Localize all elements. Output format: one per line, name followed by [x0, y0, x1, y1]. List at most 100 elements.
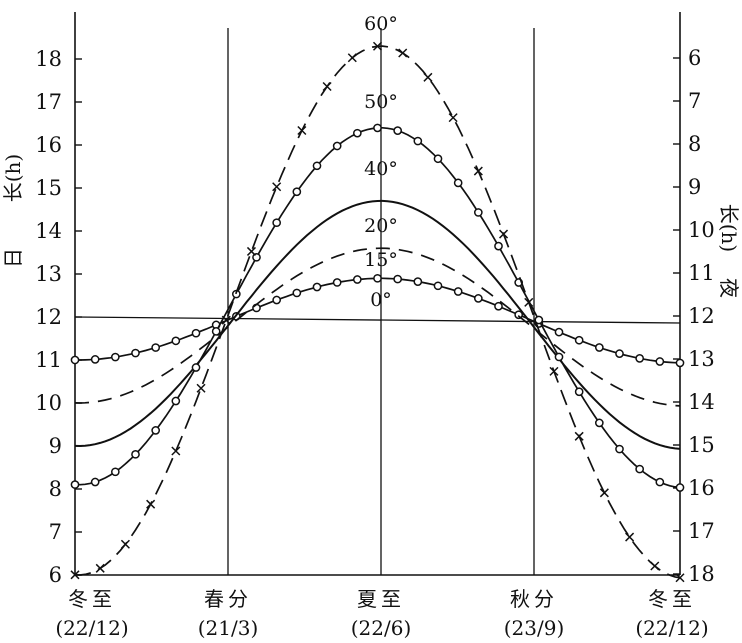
- series-point: [413, 136, 423, 146]
- right-tick-label: 7: [688, 89, 701, 113]
- series-point: [453, 287, 463, 296]
- series-point: [272, 218, 282, 228]
- series-point: [574, 335, 584, 345]
- right-tick-label: 9: [688, 175, 701, 199]
- series-point: [352, 275, 362, 284]
- series-point: [191, 328, 201, 338]
- series-point: [393, 126, 403, 135]
- series-point: [292, 187, 302, 197]
- series-point: [398, 48, 408, 58]
- category-date: (21/3): [198, 616, 259, 640]
- series-point: [433, 281, 443, 291]
- category-name: 秋分: [510, 587, 558, 611]
- series-point: [574, 387, 584, 397]
- series-point: [615, 349, 624, 358]
- category-name: 冬至: [68, 587, 116, 611]
- series-point: [332, 141, 342, 151]
- right-tick-label: 14: [688, 390, 715, 414]
- series-point: [433, 154, 443, 164]
- series-point: [322, 81, 332, 92]
- right-tick-label: 11: [688, 261, 715, 285]
- series-point: [352, 128, 362, 138]
- series-label: 60°: [364, 13, 398, 35]
- series-point: [70, 570, 80, 580]
- series-point: [675, 483, 685, 492]
- series-point: [655, 357, 665, 366]
- right-tick-label: 18: [688, 562, 715, 586]
- series-label: 0°: [370, 289, 392, 311]
- right-tick-label: 6: [688, 46, 701, 70]
- left-tick-label: 18: [35, 47, 62, 71]
- series-point: [95, 563, 105, 573]
- series-point: [534, 315, 544, 325]
- series-point: [131, 348, 140, 358]
- series-point: [473, 294, 483, 303]
- series-label: 15°: [364, 249, 398, 271]
- series-curves: [70, 41, 685, 583]
- series-point: [635, 464, 645, 474]
- series-point: [246, 246, 256, 256]
- right-tick-label: 8: [688, 132, 701, 156]
- series-point: [615, 444, 624, 454]
- series-point: [171, 396, 181, 406]
- series-point: [191, 363, 201, 372]
- left-tick-label: 16: [35, 133, 62, 157]
- series-point: [292, 288, 302, 298]
- series-point: [473, 208, 483, 217]
- series-point: [272, 295, 282, 305]
- series-point: [110, 467, 120, 477]
- category-name: 春分: [204, 587, 252, 611]
- series-point: [393, 274, 403, 284]
- left-tick-label: 17: [35, 90, 62, 114]
- series-point: [453, 178, 463, 188]
- series-point: [312, 161, 322, 171]
- series-labels: 0° 15° 20° 40° 50° 60°: [364, 13, 398, 311]
- series-point: [574, 431, 584, 441]
- right-tick-label: 10: [688, 218, 715, 242]
- category-name: 冬至: [648, 587, 696, 611]
- series-point: [494, 301, 503, 311]
- left-axis: 6 7 8 9 10 11 12 13 14 15 16 17 18: [35, 47, 82, 587]
- right-tick-label: 12: [688, 304, 715, 328]
- series-point: [413, 277, 423, 286]
- series-2: [74, 199, 681, 450]
- category-name: 夏至: [357, 587, 405, 611]
- series-point: [120, 539, 130, 549]
- series-point: [332, 278, 342, 287]
- series-point: [312, 282, 322, 292]
- right-tick-label: 13: [688, 347, 715, 371]
- series-point: [297, 125, 307, 136]
- right-axis-title: 长(h): [717, 204, 741, 253]
- series-point: [70, 355, 80, 365]
- left-tick-label: 14: [35, 219, 62, 243]
- left-tick-label: 7: [49, 520, 62, 544]
- category-date: (23/9): [504, 616, 565, 640]
- left-tick-label: 9: [49, 434, 62, 458]
- series-point: [524, 297, 534, 307]
- left-axis-title: 长(h): [1, 154, 25, 203]
- category-date: (22/12): [55, 616, 128, 640]
- series-point: [90, 477, 100, 487]
- series-point: [131, 449, 140, 459]
- series-point: [70, 480, 80, 489]
- series-point: [448, 113, 458, 123]
- series-point: [373, 273, 382, 283]
- category-date: (22/12): [635, 616, 708, 640]
- series-label: 20°: [364, 215, 398, 237]
- series-3: [70, 123, 685, 492]
- series-point: [372, 41, 383, 51]
- series-point: [272, 182, 282, 192]
- series-point: [423, 72, 433, 82]
- series-point: [347, 53, 357, 63]
- plot-frame: [74, 12, 681, 576]
- series-point: [625, 532, 635, 542]
- series-point: [151, 426, 161, 435]
- series-point: [151, 343, 161, 352]
- series-point: [196, 383, 206, 393]
- series-point: [473, 166, 483, 176]
- series-point: [221, 315, 231, 325]
- right-axis-char: 夜: [717, 278, 741, 298]
- left-tick-label: 11: [35, 348, 62, 372]
- left-tick-label: 6: [49, 563, 62, 587]
